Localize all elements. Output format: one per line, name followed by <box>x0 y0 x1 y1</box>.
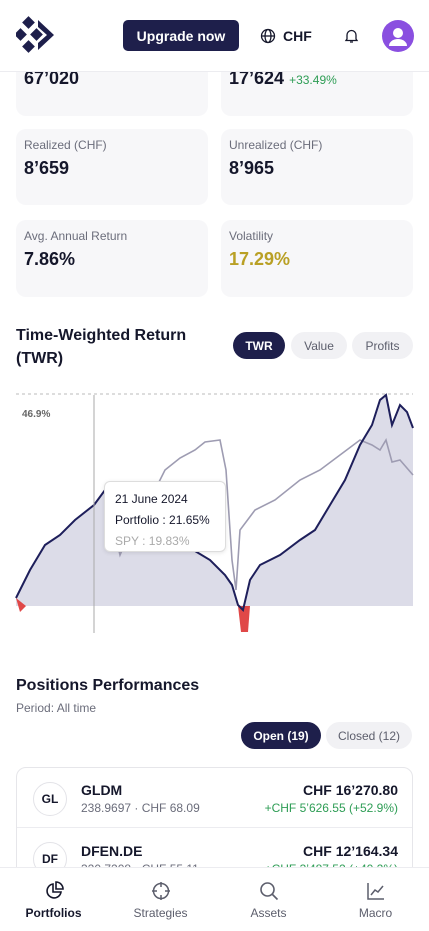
stat-card: Unrealized (CHF) 8’965 <box>221 129 413 205</box>
tab[interactable]: TWR <box>233 332 285 359</box>
tab[interactable]: Open (19) <box>241 722 321 749</box>
ticker: GLDM <box>81 782 123 798</box>
nav-item[interactable]: Macro <box>358 906 393 920</box>
nav-item[interactable]: Strategies <box>133 906 188 920</box>
stat-label: Realized (CHF) <box>24 138 107 152</box>
position-row[interactable]: GL GLDM 238.9697 · CHF 68.09 CHF 16’270.… <box>17 768 412 828</box>
detail: 238.9697 · CHF 68.09 <box>81 801 200 815</box>
nav-item[interactable]: Assets <box>250 906 287 920</box>
tooltip-portfolio: Portfolio : 21.65% <box>115 513 210 527</box>
position-value: CHF 12’164.34 <box>303 843 398 859</box>
currency-selector[interactable]: CHF <box>283 28 312 44</box>
stat-card: Avg. Annual Return 7.86% <box>16 220 208 297</box>
stat-value: 8’965 <box>229 158 275 178</box>
section-title: Time-Weighted Return (TWR) <box>16 327 187 367</box>
period: Period: All time <box>16 701 97 715</box>
stat-value: 67’020 <box>24 68 80 88</box>
divider <box>17 827 412 828</box>
stat-value: 17.29% <box>229 249 291 269</box>
tab[interactable]: Closed (12) <box>326 722 412 749</box>
tooltip-date: 21 June 2024 <box>115 492 188 506</box>
stat-card: Volatility 17.29% <box>221 220 413 297</box>
section-title: Positions Performances <box>16 677 200 694</box>
portfolios-icon <box>46 881 64 899</box>
assets-icon <box>260 882 279 901</box>
position-change: +CHF 5’626.55 (+52.9%) <box>264 801 398 815</box>
upgrade-button[interactable]: Upgrade now <box>123 20 239 51</box>
avatar[interactable] <box>382 20 414 52</box>
stat-value: 17’624 +33.49% <box>229 68 337 89</box>
bottom-nav: Portfolios Strategies Assets Macro <box>0 867 429 931</box>
tab[interactable]: Value <box>291 332 347 359</box>
tooltip: 21 June 2024 Portfolio : 21.65% SPY : 19… <box>104 481 226 552</box>
stat-card: Realized (CHF) 8’659 <box>16 129 208 205</box>
nav-item[interactable]: Portfolios <box>25 906 82 920</box>
macro-icon <box>367 883 384 900</box>
bell-icon[interactable] <box>344 28 359 44</box>
stat-label: Unrealized (CHF) <box>229 138 323 152</box>
ticker: DFEN.DE <box>81 843 143 859</box>
spy-line <box>104 437 414 591</box>
portfolio-line <box>15 393 414 612</box>
strategies-icon <box>152 882 170 900</box>
badge: GL <box>33 782 67 816</box>
header: Upgrade now CHF <box>0 0 429 72</box>
stat-value: 17’624 <box>229 68 285 88</box>
stat-value: 8’659 <box>24 158 70 178</box>
tooltip-spy: SPY : 19.83% <box>115 534 190 548</box>
stat-label: Volatility <box>229 229 274 243</box>
position-value: CHF 16’270.80 <box>303 782 398 798</box>
stat-value: 7.86% <box>24 249 76 269</box>
logo[interactable] <box>16 16 58 54</box>
max-label: 46.9% <box>22 409 50 420</box>
tab[interactable]: Profits <box>352 332 413 359</box>
twr-chart[interactable]: 46.9% <box>0 385 429 640</box>
stat-change: +33.49% <box>289 73 337 87</box>
area <box>16 395 413 606</box>
stat-label: Avg. Annual Return <box>24 229 128 243</box>
globe-icon <box>260 28 276 44</box>
